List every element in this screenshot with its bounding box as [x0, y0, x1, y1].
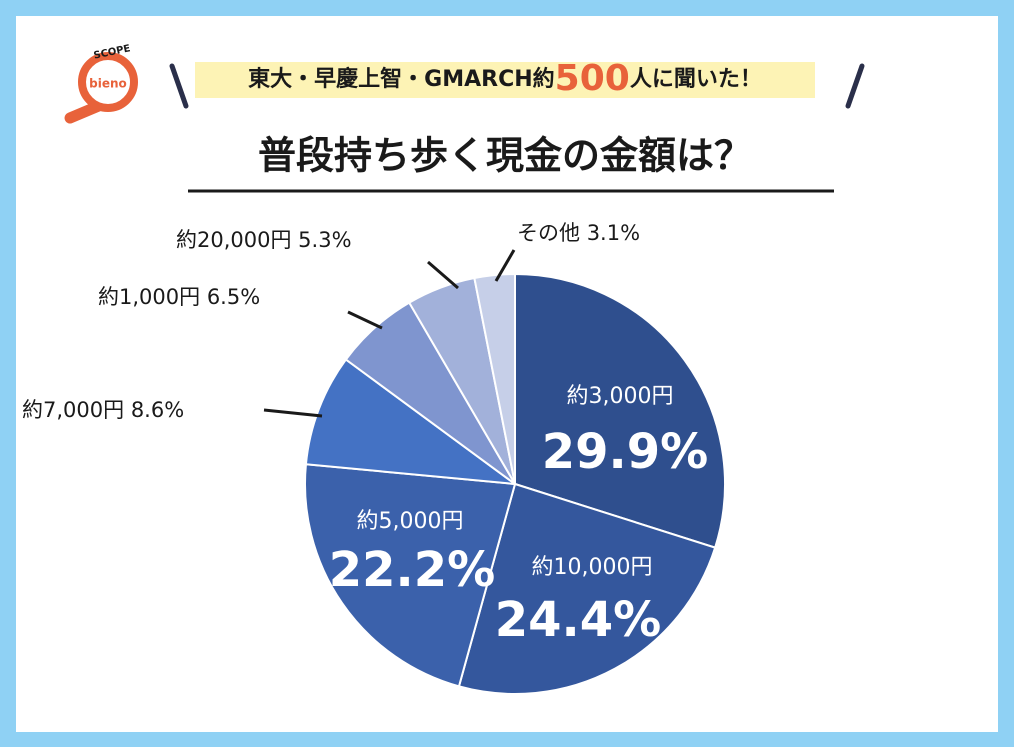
value-label: 6.5%: [207, 285, 260, 309]
pie-slice: [473, 272, 516, 485]
slice-label: 約20,000円 5.3%: [176, 228, 352, 252]
leader-line: [347, 310, 383, 330]
pie-slice: [514, 272, 726, 549]
slice-label: 約5,000円: [357, 509, 464, 534]
leader-line: [427, 260, 459, 290]
pie-slice: [304, 358, 519, 486]
value-label: 29.9%: [542, 424, 709, 480]
subtitle-highlight: [195, 62, 815, 98]
slice-label: 約10,000円: [532, 555, 653, 580]
logo-lens: [78, 52, 138, 112]
subtitle-part: 東大・早慶上智・GMARCH約: [248, 66, 554, 92]
category-label: 約20,000円: [176, 228, 291, 252]
value-label: 22.2%: [329, 542, 496, 598]
category-label: その他: [517, 221, 580, 245]
slice-label: 約3,000円: [567, 384, 674, 409]
value-label: 24.4%: [495, 592, 662, 648]
leader-line: [263, 408, 323, 418]
pie-slice: [304, 463, 517, 688]
logo-name: bieno: [89, 77, 127, 91]
slice-label: その他 3.1%: [517, 221, 640, 245]
chart-title: 普段持ち歩く現金の金額は？: [258, 134, 752, 178]
category-label: 約7,000円: [22, 398, 124, 422]
slice-label: 約1,000円 6.5%: [98, 285, 260, 309]
logo: SCOPE bieno: [64, 43, 138, 124]
pie-slice: [457, 482, 717, 695]
subtitle-number: 500: [555, 58, 630, 99]
slash: [845, 63, 865, 109]
slice-label: 約7,000円 8.6%: [22, 398, 184, 422]
value-label: 5.3%: [298, 228, 351, 252]
subtitle-part: 人に聞いた！: [630, 67, 762, 92]
value-label: 8.6%: [131, 398, 184, 422]
leader-line: [494, 249, 516, 282]
value-label: 3.1%: [587, 221, 640, 245]
subtitle: 東大・早慶上智・GMARCH約500人に聞いた！: [248, 58, 762, 99]
slash: [169, 63, 189, 109]
category-label: 約1,000円: [98, 285, 200, 309]
